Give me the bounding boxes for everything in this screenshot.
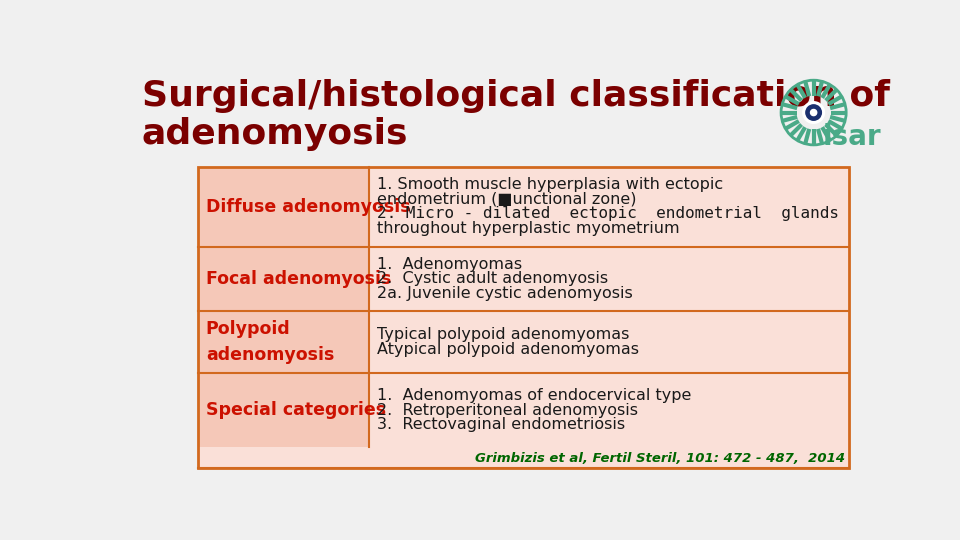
Text: endometrium (■unctional zone): endometrium (■unctional zone): [377, 192, 636, 207]
Bar: [198, 312, 370, 373]
Text: Surgical/histological classification of: Surgical/histological classification of: [142, 79, 890, 113]
Text: Typical polypoid adenomyomas: Typical polypoid adenomyomas: [377, 327, 630, 342]
Bar: [198, 167, 849, 468]
Text: 2.  Cystic adult adenomyosis: 2. Cystic adult adenomyosis: [377, 272, 608, 286]
Text: Grimbizis et al, Fertil Steril, 101: 472 - 487,  2014: Grimbizis et al, Fertil Steril, 101: 472…: [475, 452, 845, 465]
Text: Diffuse adenomyosis: Diffuse adenomyosis: [205, 198, 411, 215]
Bar: [198, 373, 370, 447]
Text: 1.  Adenomyomas: 1. Adenomyomas: [377, 257, 522, 272]
Text: isar: isar: [823, 123, 881, 151]
Bar: [198, 167, 370, 247]
Circle shape: [810, 110, 817, 116]
Text: 1. Smooth muscle hyperplasia with ectopic: 1. Smooth muscle hyperplasia with ectopi…: [377, 177, 723, 192]
Text: 1.  Adenomyomas of endocervical type: 1. Adenomyomas of endocervical type: [377, 388, 691, 403]
Text: throughout hyperplastic myometrium: throughout hyperplastic myometrium: [377, 221, 680, 236]
Bar: [198, 167, 849, 468]
Text: 3.  Rectovaginal endometriosis: 3. Rectovaginal endometriosis: [377, 417, 625, 432]
Circle shape: [803, 102, 825, 123]
Text: 2. Micro - dilated  ectopic  endometrial  glands: 2. Micro - dilated ectopic endometrial g…: [377, 206, 839, 221]
Text: Focal adenomyosis: Focal adenomyosis: [205, 270, 392, 288]
Circle shape: [805, 105, 822, 120]
Text: adenomyosis: adenomyosis: [142, 117, 408, 151]
Text: 2.  Retroperitoneal adenomyosis: 2. Retroperitoneal adenomyosis: [377, 403, 638, 417]
Text: Atypical polypoid adenomyomas: Atypical polypoid adenomyomas: [377, 342, 639, 357]
Text: Polypoid
adenomyosis: Polypoid adenomyosis: [205, 320, 334, 364]
Text: 2a. Juvenile cystic adenomyosis: 2a. Juvenile cystic adenomyosis: [377, 286, 633, 301]
Bar: [198, 247, 370, 312]
Text: Special categories: Special categories: [205, 401, 386, 419]
